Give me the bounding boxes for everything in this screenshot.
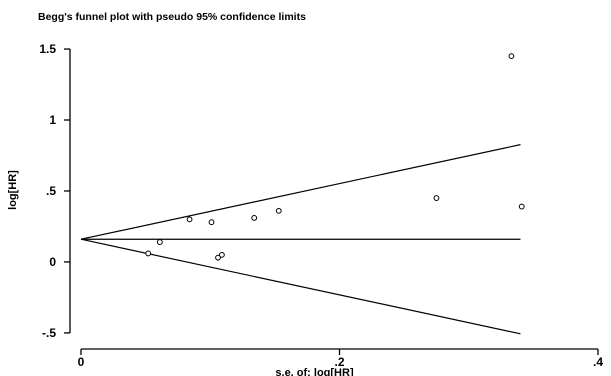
x-tick-label: .4 xyxy=(593,355,603,369)
upper-confidence-limit xyxy=(80,144,521,240)
chart-title: Begg's funnel plot with pseudo 95% confi… xyxy=(38,11,306,23)
study-point xyxy=(156,239,163,245)
y-tick-label: 1.5 xyxy=(39,42,56,56)
study-point xyxy=(251,215,258,221)
study-point xyxy=(518,203,525,210)
study-point xyxy=(218,251,225,258)
x-tick-label: 0 xyxy=(78,355,85,369)
x-tick-label: .2 xyxy=(334,355,344,369)
y-tick-label: -.5 xyxy=(42,326,56,340)
x-axis-label: s.e. of: log[HR] xyxy=(275,367,354,376)
study-point xyxy=(215,254,221,261)
y-tick-label: 0 xyxy=(49,255,56,269)
y-axis-label: log[HR] xyxy=(7,170,19,210)
study-points xyxy=(145,53,525,261)
y-axis-ticks: -.5 0 .5 1 1.5 xyxy=(39,42,70,340)
y-tick-label: 1 xyxy=(49,113,56,127)
study-point xyxy=(145,250,152,257)
study-point xyxy=(186,216,193,223)
y-tick-label: .5 xyxy=(46,184,56,198)
study-point xyxy=(508,53,515,60)
study-point xyxy=(275,207,282,214)
lower-confidence-limit xyxy=(80,238,521,335)
study-point xyxy=(208,219,215,226)
x-axis-ticks: 0 .2 .4 xyxy=(78,349,603,369)
study-point xyxy=(433,195,440,201)
